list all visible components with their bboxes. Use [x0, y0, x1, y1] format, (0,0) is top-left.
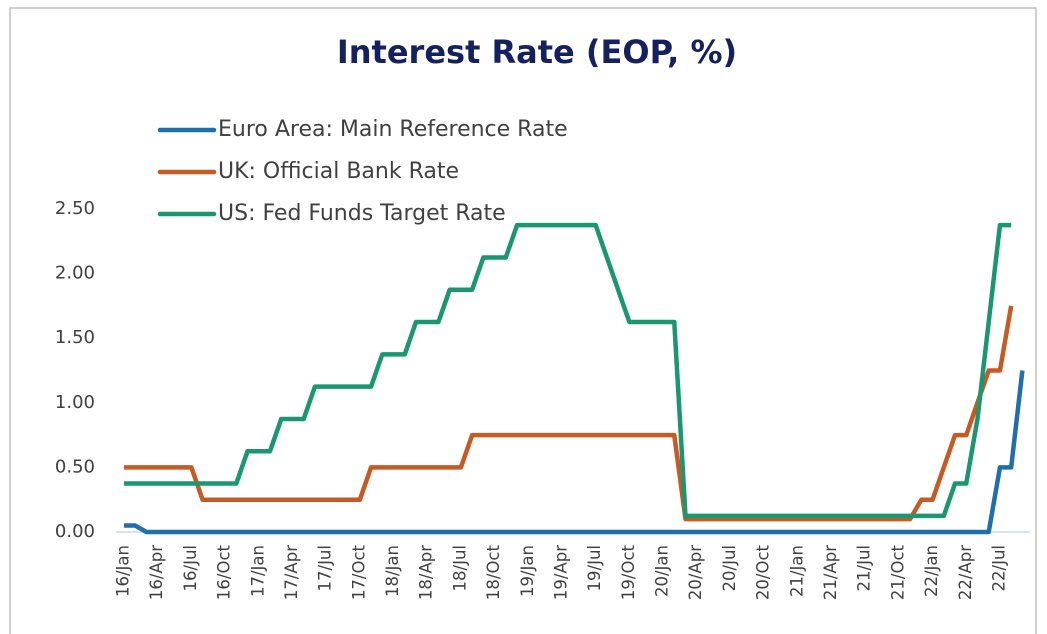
x-tick-label: 18/Apr [417, 545, 436, 600]
y-tick-label: 1.50 [55, 327, 95, 348]
legend-label: Euro Area: Main Reference Rate [218, 117, 568, 142]
y-tick-label: 1.00 [55, 392, 95, 413]
x-tick-label: 17/Apr [282, 545, 301, 600]
x-tick-label: 18/Oct [484, 544, 503, 600]
y-tick-label: 2.00 [55, 263, 95, 284]
x-tick-label: 19/Apr [551, 545, 570, 600]
y-tick-label: 2.50 [55, 198, 95, 219]
x-tick-label: 17/Jan [248, 545, 267, 597]
chart-frame [9, 7, 1037, 634]
x-tick-label: 17/Jul [316, 545, 335, 591]
x-tick-label: 20/Jul [720, 545, 739, 591]
series-line [124, 222, 1012, 519]
x-tick-label: 22/Jan [922, 545, 941, 597]
x-tick-label: 21/Apr [821, 545, 840, 600]
legend-label: UK: Official Bank Rate [218, 159, 459, 184]
legend-label: US: Fed Funds Target Rate [218, 201, 506, 226]
series-line [124, 370, 1025, 535]
x-tick-label: 18/Jul [450, 545, 469, 591]
x-tick-label: 22/Apr [956, 545, 975, 600]
x-tick-label: 16/Oct [215, 544, 234, 600]
chart-title: Interest Rate (EOP, %) [337, 33, 737, 71]
x-tick-label: 16/Jul [181, 545, 200, 591]
x-tick-label: 21/Jul [855, 545, 874, 591]
y-tick-label: 0.50 [55, 456, 95, 477]
x-tick-label: 17/Oct [349, 544, 368, 600]
x-tick-label: 16/Jan [114, 545, 133, 597]
series-line [124, 305, 1014, 522]
x-tick-label: 19/Oct [619, 544, 638, 600]
x-tick-label: 21/Jan [787, 545, 806, 597]
x-tick-label: 18/Jan [383, 545, 402, 597]
x-tick-label: 20/Oct [754, 544, 773, 600]
x-tick-label: 21/Oct [888, 544, 907, 600]
x-tick-label: 22/Jul [989, 545, 1008, 591]
x-tick-label: 19/Jul [585, 545, 604, 591]
x-tick-label: 19/Jan [518, 545, 537, 597]
x-tick-label: 20/Jan [653, 545, 672, 597]
y-tick-label: 0.00 [55, 521, 95, 542]
x-tick-label: 20/Apr [686, 545, 705, 600]
x-tick-label: 16/Apr [147, 545, 166, 600]
